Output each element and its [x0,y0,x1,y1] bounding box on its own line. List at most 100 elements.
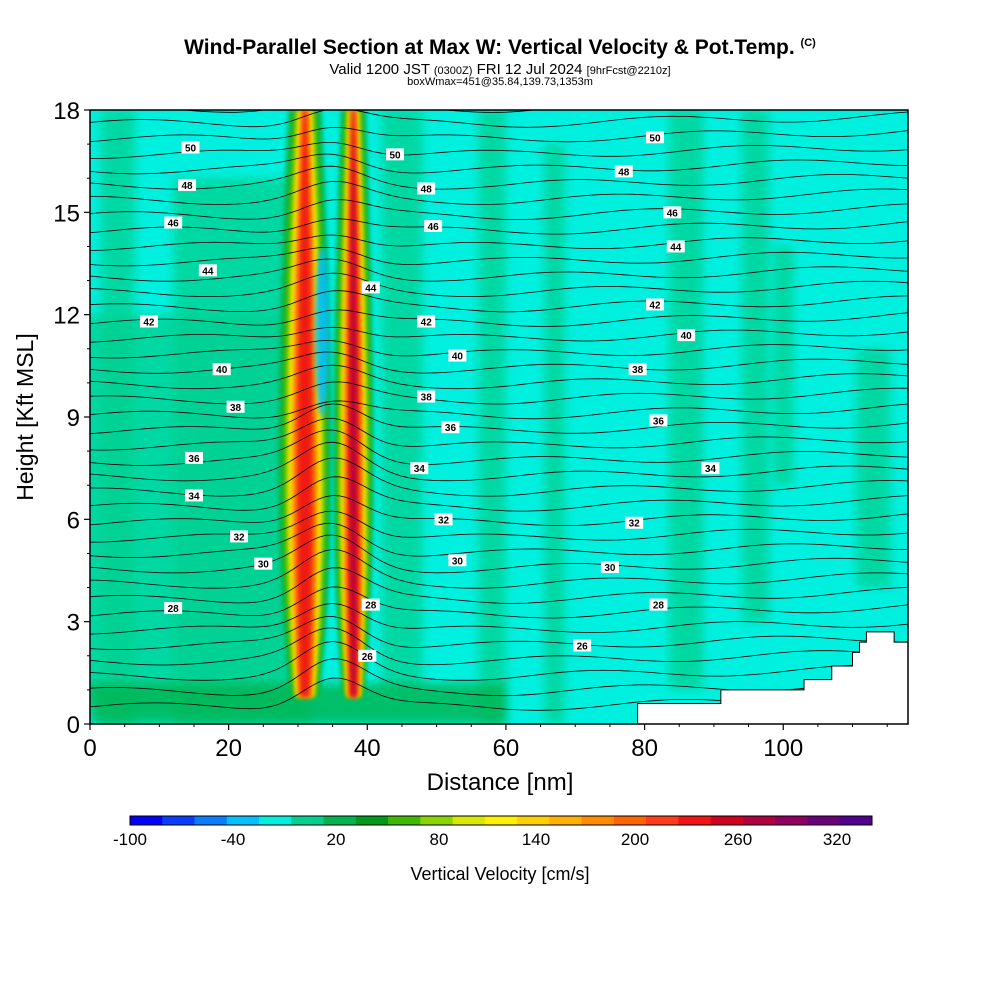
theta-label-bg [230,530,249,543]
theta-label-text: 36 [188,454,200,465]
theta-label-text: 46 [428,222,440,233]
theta-contour-line-6 [90,586,908,619]
theta-label-13: 48 [417,182,436,195]
theta-contour-line-35 [90,153,908,175]
theta-contour-line-3 [90,627,908,666]
colorbar-tick-label: 260 [724,830,752,849]
theta-label-bg [410,462,429,475]
theta-label-18: 38 [417,390,436,404]
downdraft-zone-0 [315,246,330,417]
theta-contour-line-13 [90,476,908,512]
x-tick-label: 0 [83,735,96,762]
updraft-core-0-level-5 [297,110,313,697]
y-tick-label: 0 [67,712,80,739]
colorbar-tick-label: 320 [823,830,851,849]
y-tick-label: 6 [67,507,80,534]
forecast-info: [9hrFcst@2210z] [586,65,671,77]
y-tick-label: 18 [53,98,80,125]
colorbar-tick-label: 140 [522,830,550,849]
colorbar-swatch [420,816,454,825]
velocity-shading [90,110,891,724]
theta-contour-line-9 [90,534,908,574]
theta-label-text: 28 [365,601,377,612]
terrain [637,631,908,724]
theta-label-text: 42 [421,317,433,328]
theta-label-bg [386,148,405,161]
colorbar-swatch [323,816,357,825]
theta-label-text: 34 [705,464,717,475]
colorbar-swatch [646,816,679,825]
colorbar-swatch [613,816,647,825]
theta-label-19: 36 [441,421,460,434]
theta-label-text: 46 [667,208,679,219]
colorbar-swatch [807,816,841,825]
theta-label-3: 44 [198,264,217,277]
theta-contour-line-11 [90,510,908,543]
theta-contour-line-24 [90,326,908,343]
theta-label-text: 30 [604,563,616,574]
updraft-streak-4 [544,144,565,724]
theta-contour-line-28 [90,258,908,282]
theta-label-text: 40 [216,365,228,376]
theta-label-text: 36 [445,423,457,434]
theta-label-15: 44 [361,281,380,294]
theta-label-32: 40 [677,329,696,342]
theta-label-8: 34 [184,489,203,502]
theta-label-text: 30 [258,560,270,571]
theta-label-bg [361,598,380,611]
theta-label-29: 34 [701,462,720,475]
theta-label-bg [645,298,664,311]
theta-label-bg [677,329,696,342]
theta-label-text: 48 [421,184,433,195]
theta-contour-line-7 [90,567,908,604]
theta-contour-line-2 [90,641,908,681]
theta-label-text: 26 [362,652,374,663]
updraft-streak-7 [856,348,891,588]
theta-label-text: 40 [681,331,693,342]
theta-label-text: 28 [168,604,180,615]
colorbar-tick-label: 80 [430,830,449,849]
theta-contour-line-12 [90,495,908,526]
theta-label-text: 32 [233,532,245,543]
y-tick-label: 3 [67,610,80,637]
theta-label-bg [417,390,436,403]
chart-title: Wind-Parallel Section at Max W: Vertical… [0,36,1000,60]
theta-label-text: 46 [168,219,180,230]
title-text: Wind-Parallel Section at Max W: Vertical… [184,36,795,59]
theta-label-34: 44 [666,240,685,253]
theta-label-text: 32 [438,515,450,526]
x-axis-label: Distance [nm] [427,769,574,796]
theta-label-bg [441,421,460,434]
theta-label-text: 40 [452,352,464,363]
theta-contour-line-23 [90,340,908,359]
theta-label-text: 44 [670,242,682,253]
theta-label-bg [139,315,158,328]
theta-contour-line-40 [90,74,908,97]
x-tick-label: 100 [763,735,803,762]
theta-contour-line-25 [90,309,908,327]
colorbar-swatch [581,816,615,825]
theta-label-26: 28 [649,598,668,612]
box-info: boxWmax=451@35.84,139.73,1353m [407,76,593,88]
colorbar-swatch [710,816,744,825]
valid-time: Valid 1200 JST [329,61,430,78]
theta-label-9: 32 [230,530,249,543]
theta-label-bg [424,219,443,232]
colorbar-swatch [388,816,421,825]
theta-label-28: 32 [625,516,644,530]
theta-contour-line-30 [90,234,908,251]
theta-label-bg [198,264,217,277]
theta-label-bg [628,363,647,376]
theta-label-35: 46 [663,206,682,219]
y-tick-label: 12 [53,303,80,330]
theta-label-bg [254,557,273,570]
theta-contour-line-26 [90,290,908,313]
theta-label-4: 42 [139,315,158,328]
theta-label-7: 36 [184,451,203,465]
theta-label-12: 50 [386,148,405,161]
theta-label-30: 36 [649,414,668,427]
colorbar-frame [129,815,873,826]
x-tick-label: 60 [493,735,520,762]
theta-label-text: 50 [185,144,197,155]
